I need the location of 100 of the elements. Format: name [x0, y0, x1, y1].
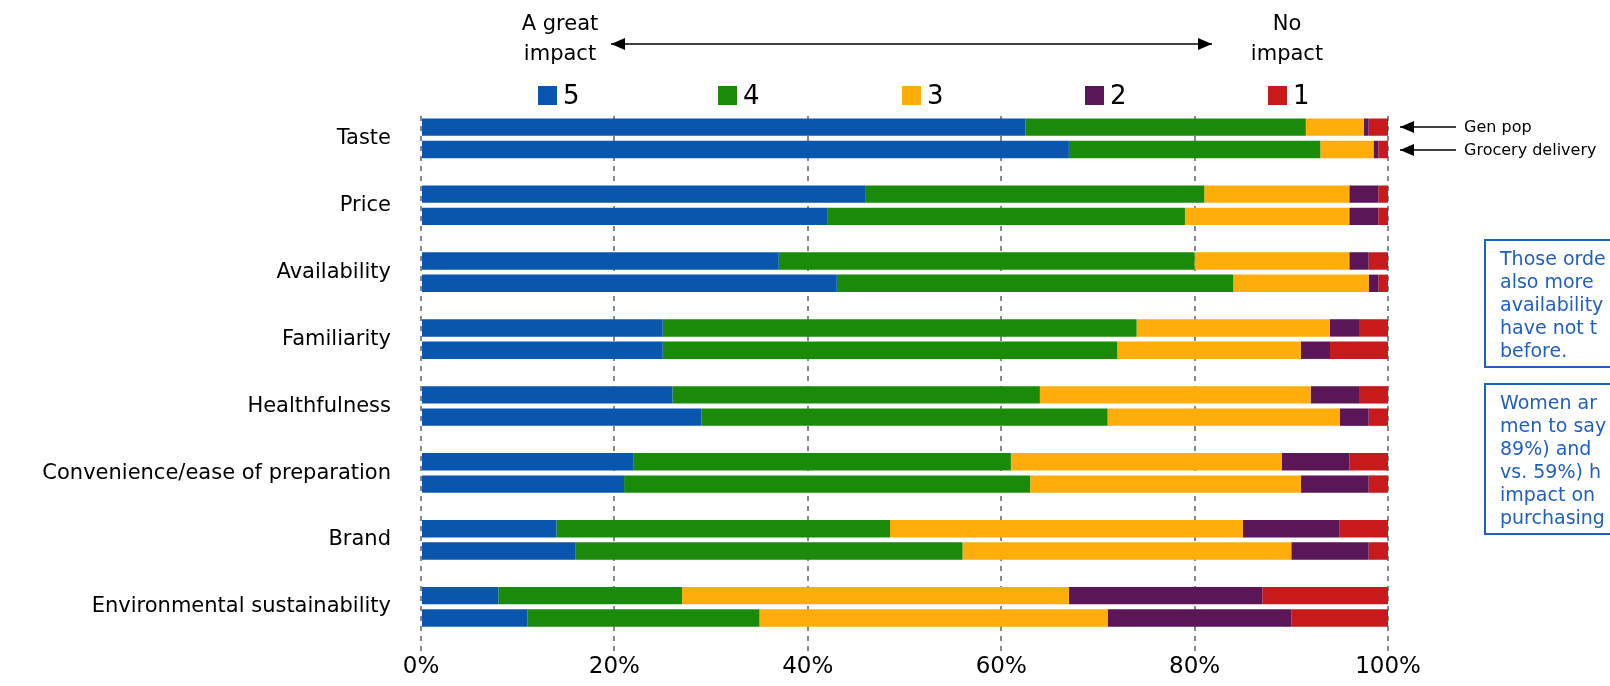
bar	[422, 185, 866, 203]
text: A great impact	[520, 10, 600, 67]
bar	[759, 609, 1108, 627]
bar	[422, 207, 828, 226]
bar	[1368, 542, 1388, 560]
y-tick-label: Price	[339, 191, 391, 216]
text: Those orde also more availability have not t before.	[1484, 239, 1610, 368]
bar	[962, 542, 1292, 560]
bar	[1368, 408, 1388, 426]
bar	[701, 408, 1108, 426]
x-tick-label: 20%	[588, 652, 640, 679]
bar	[1310, 386, 1359, 404]
legend-label: 2	[1110, 80, 1127, 110]
bar	[1368, 252, 1388, 270]
bar	[1368, 274, 1379, 293]
bar	[1107, 609, 1292, 627]
bar	[662, 319, 1137, 337]
bar	[422, 140, 1069, 159]
bar	[1320, 140, 1374, 159]
bar	[1378, 207, 1388, 226]
bar	[422, 408, 702, 426]
bar	[1291, 609, 1388, 627]
bar	[1358, 319, 1388, 337]
bar	[1300, 475, 1369, 493]
bar	[778, 252, 1195, 270]
bar	[836, 274, 1234, 293]
bar	[1184, 207, 1350, 226]
bar	[422, 274, 837, 293]
bar	[1373, 140, 1379, 159]
bar	[1378, 140, 1388, 159]
y-tick-label: Convenience/ease of preparation	[42, 459, 391, 484]
text: No impact	[1249, 10, 1325, 67]
bar	[1368, 118, 1388, 136]
bar	[1358, 386, 1388, 404]
bar	[422, 542, 576, 560]
legend-label: 3	[927, 80, 944, 110]
bar	[422, 520, 557, 538]
bar	[1030, 475, 1301, 493]
bar	[1117, 341, 1301, 359]
bar	[1329, 341, 1388, 359]
text: Grocery delivery	[1464, 139, 1597, 161]
x-tick-label: 40%	[782, 652, 834, 679]
bar	[1363, 118, 1369, 136]
bar	[1136, 319, 1330, 337]
bar	[672, 386, 1040, 404]
bar	[1039, 386, 1311, 404]
bar	[865, 185, 1205, 203]
bar	[498, 586, 683, 605]
bar	[1368, 475, 1388, 493]
bar	[1010, 453, 1282, 471]
bar	[1233, 274, 1369, 293]
y-tick-label: Availability	[276, 258, 391, 283]
y-tick-label: Healthfulness	[247, 392, 391, 417]
bar	[422, 118, 1026, 136]
x-tick-label: 60%	[975, 652, 1027, 679]
bar	[1339, 520, 1388, 538]
text: Women ar men to say 89%) and vs. 59%) h impact on purchasing	[1484, 383, 1610, 535]
bar	[1305, 118, 1364, 136]
bar	[422, 319, 663, 337]
y-tick-label: Brand	[328, 526, 391, 551]
x-tick-label: 80%	[1169, 652, 1221, 679]
text: Gen pop	[1464, 116, 1532, 138]
legend-label: 5	[563, 80, 580, 110]
y-tick-label: Familiarity	[282, 325, 391, 350]
bar	[624, 475, 1031, 493]
bar	[575, 542, 963, 560]
bar	[682, 586, 1069, 605]
bar	[1329, 319, 1359, 337]
bar	[1349, 185, 1379, 203]
bar	[422, 609, 528, 627]
y-tick-label: Environmental sustainability	[91, 593, 391, 618]
bar	[1242, 520, 1340, 538]
y-tick-label: Taste	[335, 124, 391, 149]
legend-label: 4	[743, 80, 760, 110]
bar	[1025, 118, 1306, 136]
bar	[527, 609, 760, 627]
bar	[422, 341, 663, 359]
bar	[422, 475, 625, 493]
bar	[662, 341, 1118, 359]
bar	[890, 520, 1243, 538]
bar	[1068, 140, 1321, 159]
legend-label: 1	[1293, 80, 1310, 110]
bar	[1068, 586, 1263, 605]
bar	[1204, 185, 1350, 203]
bar	[1107, 408, 1340, 426]
bar	[1281, 453, 1350, 471]
bar	[1349, 252, 1369, 270]
bar	[1339, 408, 1369, 426]
bar	[422, 386, 673, 404]
bar	[633, 453, 1011, 471]
bar	[1349, 207, 1379, 226]
bar	[1378, 274, 1388, 293]
bar	[422, 586, 499, 605]
bar	[827, 207, 1185, 226]
bar	[1291, 542, 1369, 560]
bar	[1378, 185, 1388, 203]
x-tick-label: 100%	[1355, 652, 1421, 679]
bar	[422, 252, 779, 270]
bar	[1300, 341, 1330, 359]
bar	[1349, 453, 1388, 471]
